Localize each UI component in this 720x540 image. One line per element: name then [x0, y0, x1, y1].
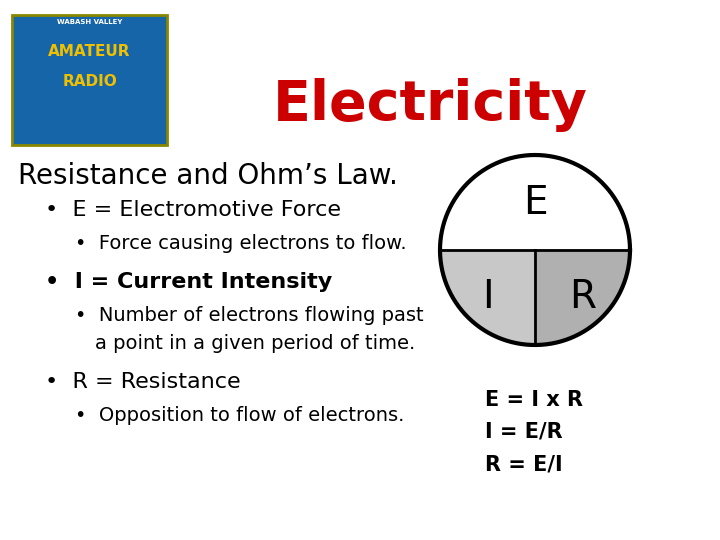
Polygon shape: [440, 155, 630, 250]
Text: WABASH VALLEY: WABASH VALLEY: [57, 19, 122, 25]
Text: •  I = Current Intensity: • I = Current Intensity: [45, 272, 332, 292]
FancyBboxPatch shape: [12, 15, 167, 145]
Polygon shape: [440, 250, 535, 345]
Text: •  Number of electrons flowing past: • Number of electrons flowing past: [75, 306, 423, 325]
Text: •  Force causing electrons to flow.: • Force causing electrons to flow.: [75, 234, 407, 253]
Text: •  E = Electromotive Force: • E = Electromotive Force: [45, 200, 341, 220]
Text: R = E/I: R = E/I: [485, 454, 562, 474]
Text: Resistance and Ohm’s Law.: Resistance and Ohm’s Law.: [18, 162, 398, 190]
Text: I = E/R: I = E/R: [485, 422, 562, 442]
Text: a point in a given period of time.: a point in a given period of time.: [95, 334, 415, 353]
Text: E: E: [523, 184, 547, 221]
Text: •  Opposition to flow of electrons.: • Opposition to flow of electrons.: [75, 406, 405, 425]
Text: Electricity: Electricity: [273, 78, 588, 132]
Text: RADIO: RADIO: [62, 75, 117, 90]
Polygon shape: [535, 250, 630, 345]
Text: I: I: [482, 279, 493, 316]
Text: R: R: [569, 279, 596, 316]
Text: E = I x R: E = I x R: [485, 390, 583, 410]
Text: AMATEUR: AMATEUR: [48, 44, 131, 59]
Text: •  R = Resistance: • R = Resistance: [45, 372, 240, 392]
